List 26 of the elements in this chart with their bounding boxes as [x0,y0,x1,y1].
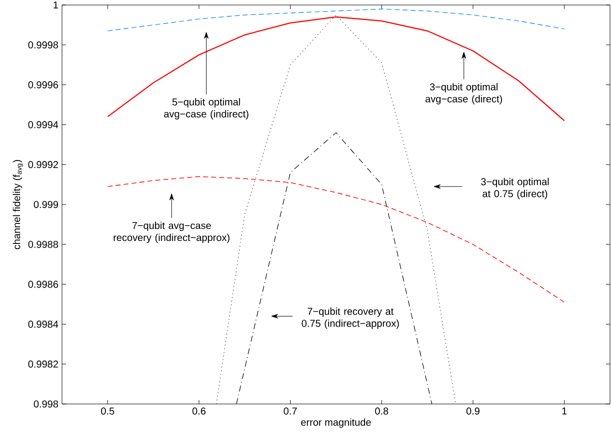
y-tick-label: 1 [54,2,58,8]
x-tick-label: 1 [562,408,567,414]
line-series [107,16,565,122]
y-tick-label: 0.9998 [28,41,58,48]
annotation: 3−qubit optimal avg−case (direct) [426,83,502,104]
x-tick-label: 0.6 [192,408,206,415]
x-tick-label: 0.5 [101,408,114,415]
y-axis-title: channel fidelity (f$_{avg}$) [12,160,24,250]
y-tick-label: 0.9988 [28,240,58,248]
y-tick-label: 0.9994 [28,121,58,128]
annotation: 5−qubit optimal avg−case (indirect) [164,98,248,120]
annotation: 7−qubit avg−case recovery (indirect−approx) [114,222,230,244]
y-tick-label: 0.998 [34,400,58,408]
y-tick-label: 0.9992 [28,161,58,168]
x-tick-label: 0.9 [466,408,480,415]
x-tick-label: 0.7 [284,408,297,415]
y-tick-label: 0.9996 [28,81,58,88]
y-tick-label: 0.9982 [28,360,58,368]
annotation: 7−qubit recovery at 0.75 (indirect−approx) [302,308,399,329]
x-axis-title: error magnitude [301,418,371,428]
line-series [107,176,565,303]
y-tick-label: 0.9984 [28,320,58,328]
y-tick-label: 0.999 [34,200,58,208]
y-tick-label: 0.9986 [28,280,58,288]
annotation: 3−qubit optimal at 0.75 (direct) [481,178,549,200]
x-tick-label: 0.8 [375,408,388,415]
